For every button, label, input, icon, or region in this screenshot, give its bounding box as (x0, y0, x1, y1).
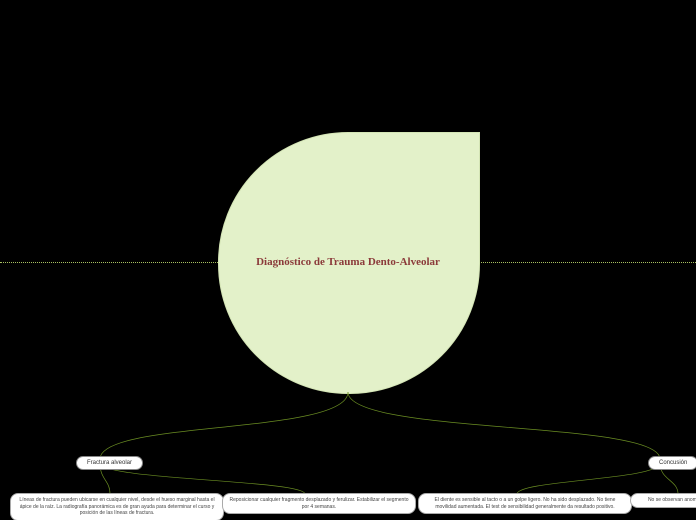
node-fractura[interactable]: Fractura alveolar (76, 456, 143, 470)
desc-desc2: Reposicionar cualquier fragmento desplaz… (222, 493, 416, 514)
desc-desc4: No se observan anomalías en la … (630, 493, 696, 508)
mindmap-canvas: Diagnóstico de Trauma Dento-Alveolar Fra… (0, 0, 696, 520)
desc-desc1: Líneas de fractura pueden ubicarse en cu… (10, 493, 224, 520)
node-concusion[interactable]: Concusión (648, 456, 696, 470)
desc-desc3: El diente es sensible al tacto o a un go… (418, 493, 632, 514)
connector-lines (0, 0, 696, 520)
